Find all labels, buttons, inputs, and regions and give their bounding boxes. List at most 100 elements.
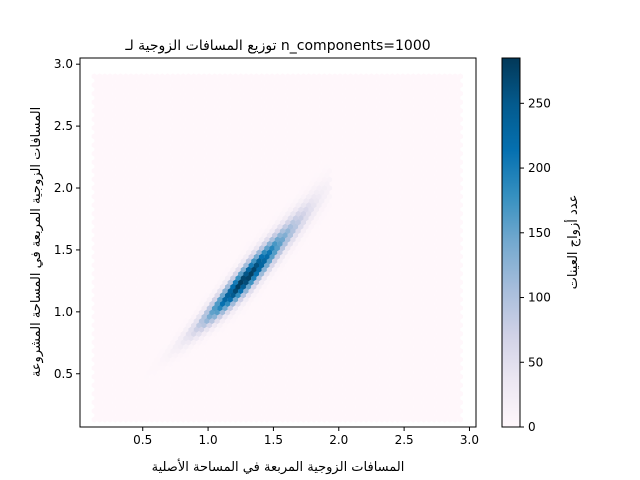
hexbin-cell [146,206,152,213]
hexbin-cell [94,240,100,247]
hexbin-cell [366,377,372,385]
hexbin-cell [162,129,168,136]
hexbin-cell [104,223,111,230]
hexbin-cell [266,369,273,376]
hexbin-cell [324,154,330,161]
hexbin-cell [340,240,346,247]
hexbin-cell [277,274,283,282]
hexbin-cell [285,304,291,312]
hexbin-cell [387,412,393,419]
hexbin-cell [279,124,286,131]
hexbin-cell [381,369,388,376]
hexbin-cell [397,137,403,144]
hexbin-cell [264,227,270,234]
hexbin-cell [410,322,416,329]
hexbin-cell [170,244,176,252]
hexbin-cell [266,154,273,161]
hexbin-cell [381,403,388,410]
hexbin-cell [133,202,139,209]
hexbin-cell [272,189,278,196]
hexbin-cell [214,369,220,376]
hexbin-cell [421,270,427,277]
hexbin-cell [225,171,231,179]
hexbin-cell [99,180,105,187]
hexbin-cell [138,356,145,363]
hexbin-cell [123,150,129,157]
hexbin-cell [136,129,142,136]
hexbin-cell [201,382,207,389]
hexbin-cell [308,377,314,385]
hexbin-cell [259,270,265,277]
hexbin-cell [214,274,220,282]
hexbin-cell [326,124,333,131]
hexbin-cell [110,154,116,161]
hexbin-cell [117,382,124,389]
hexbin-cell [232,159,239,166]
hexbin-cell [185,416,192,423]
hexbin-cell [272,283,278,290]
hexbin-cell [326,304,333,312]
hexbin-cell [303,369,309,376]
hexbin-cell [340,154,346,161]
hexbin-cell [447,365,453,372]
hexbin-cell [449,403,456,410]
hexbin-cell [128,313,134,320]
hexbin-cell [264,124,270,131]
hexbin-cell [431,296,437,303]
hexbin-cell [405,296,411,303]
hexbin-cell [94,395,100,402]
hexbin-cell [389,399,396,406]
hexbin-cell [350,300,356,307]
hexbin-cell [274,116,281,123]
hexbin-cell [295,116,301,123]
hexbin-cell [287,206,294,213]
hexbin-cell [235,395,241,402]
hexbin-cell [264,304,270,312]
hexbin-cell [355,292,362,299]
hexbin-cell [405,193,411,200]
hexbin-cell [394,270,401,277]
hexbin-cell [355,189,362,196]
hexbin-cell [157,249,163,256]
hexbin-cell [374,133,380,140]
hexbin-cell [457,382,463,389]
hexbin-cell [112,159,118,166]
hexbin-cell [308,403,314,410]
hexbin-cell [413,334,419,342]
hexbin-cell [253,287,260,294]
hexbin-cell [138,159,145,166]
hexbin-cell [452,339,458,346]
hexbin-cell [379,193,385,200]
hexbin-cell [235,171,241,179]
hexbin-cell [363,287,369,294]
hexbin-cell [360,292,367,299]
hexbin-cell [157,377,163,385]
hexbin-cell [292,223,299,230]
hexbin-cell [201,296,207,303]
hexbin-cell [313,171,320,179]
hexbin-cell [400,347,406,355]
hexbin-cell [204,146,210,153]
hexbin-cell [151,232,158,239]
hexbin-cell [219,386,226,393]
hexbin-cell [457,150,463,157]
hexbin-cell [376,317,382,324]
hexbin-cell [290,322,296,329]
hexbin-cell [167,240,173,247]
hexbin-cell [269,193,275,200]
hexbin-cell [240,309,247,316]
hexbin-cell [123,167,129,174]
hexbin-cell [402,343,409,350]
hexbin-cell [274,347,281,355]
hexbin-cell [426,184,432,192]
hexbin-cell [120,232,126,239]
hexbin-cell [329,137,335,144]
hexbin-cell [149,202,155,209]
hexbin-cell [350,412,356,419]
hexbin-cell [211,244,218,252]
hexbin-cell [269,167,275,174]
hexbin-cell [368,116,375,123]
hexbin-cell [337,202,343,209]
hexbin-cell [360,412,367,419]
hexbin-cell [363,141,369,149]
